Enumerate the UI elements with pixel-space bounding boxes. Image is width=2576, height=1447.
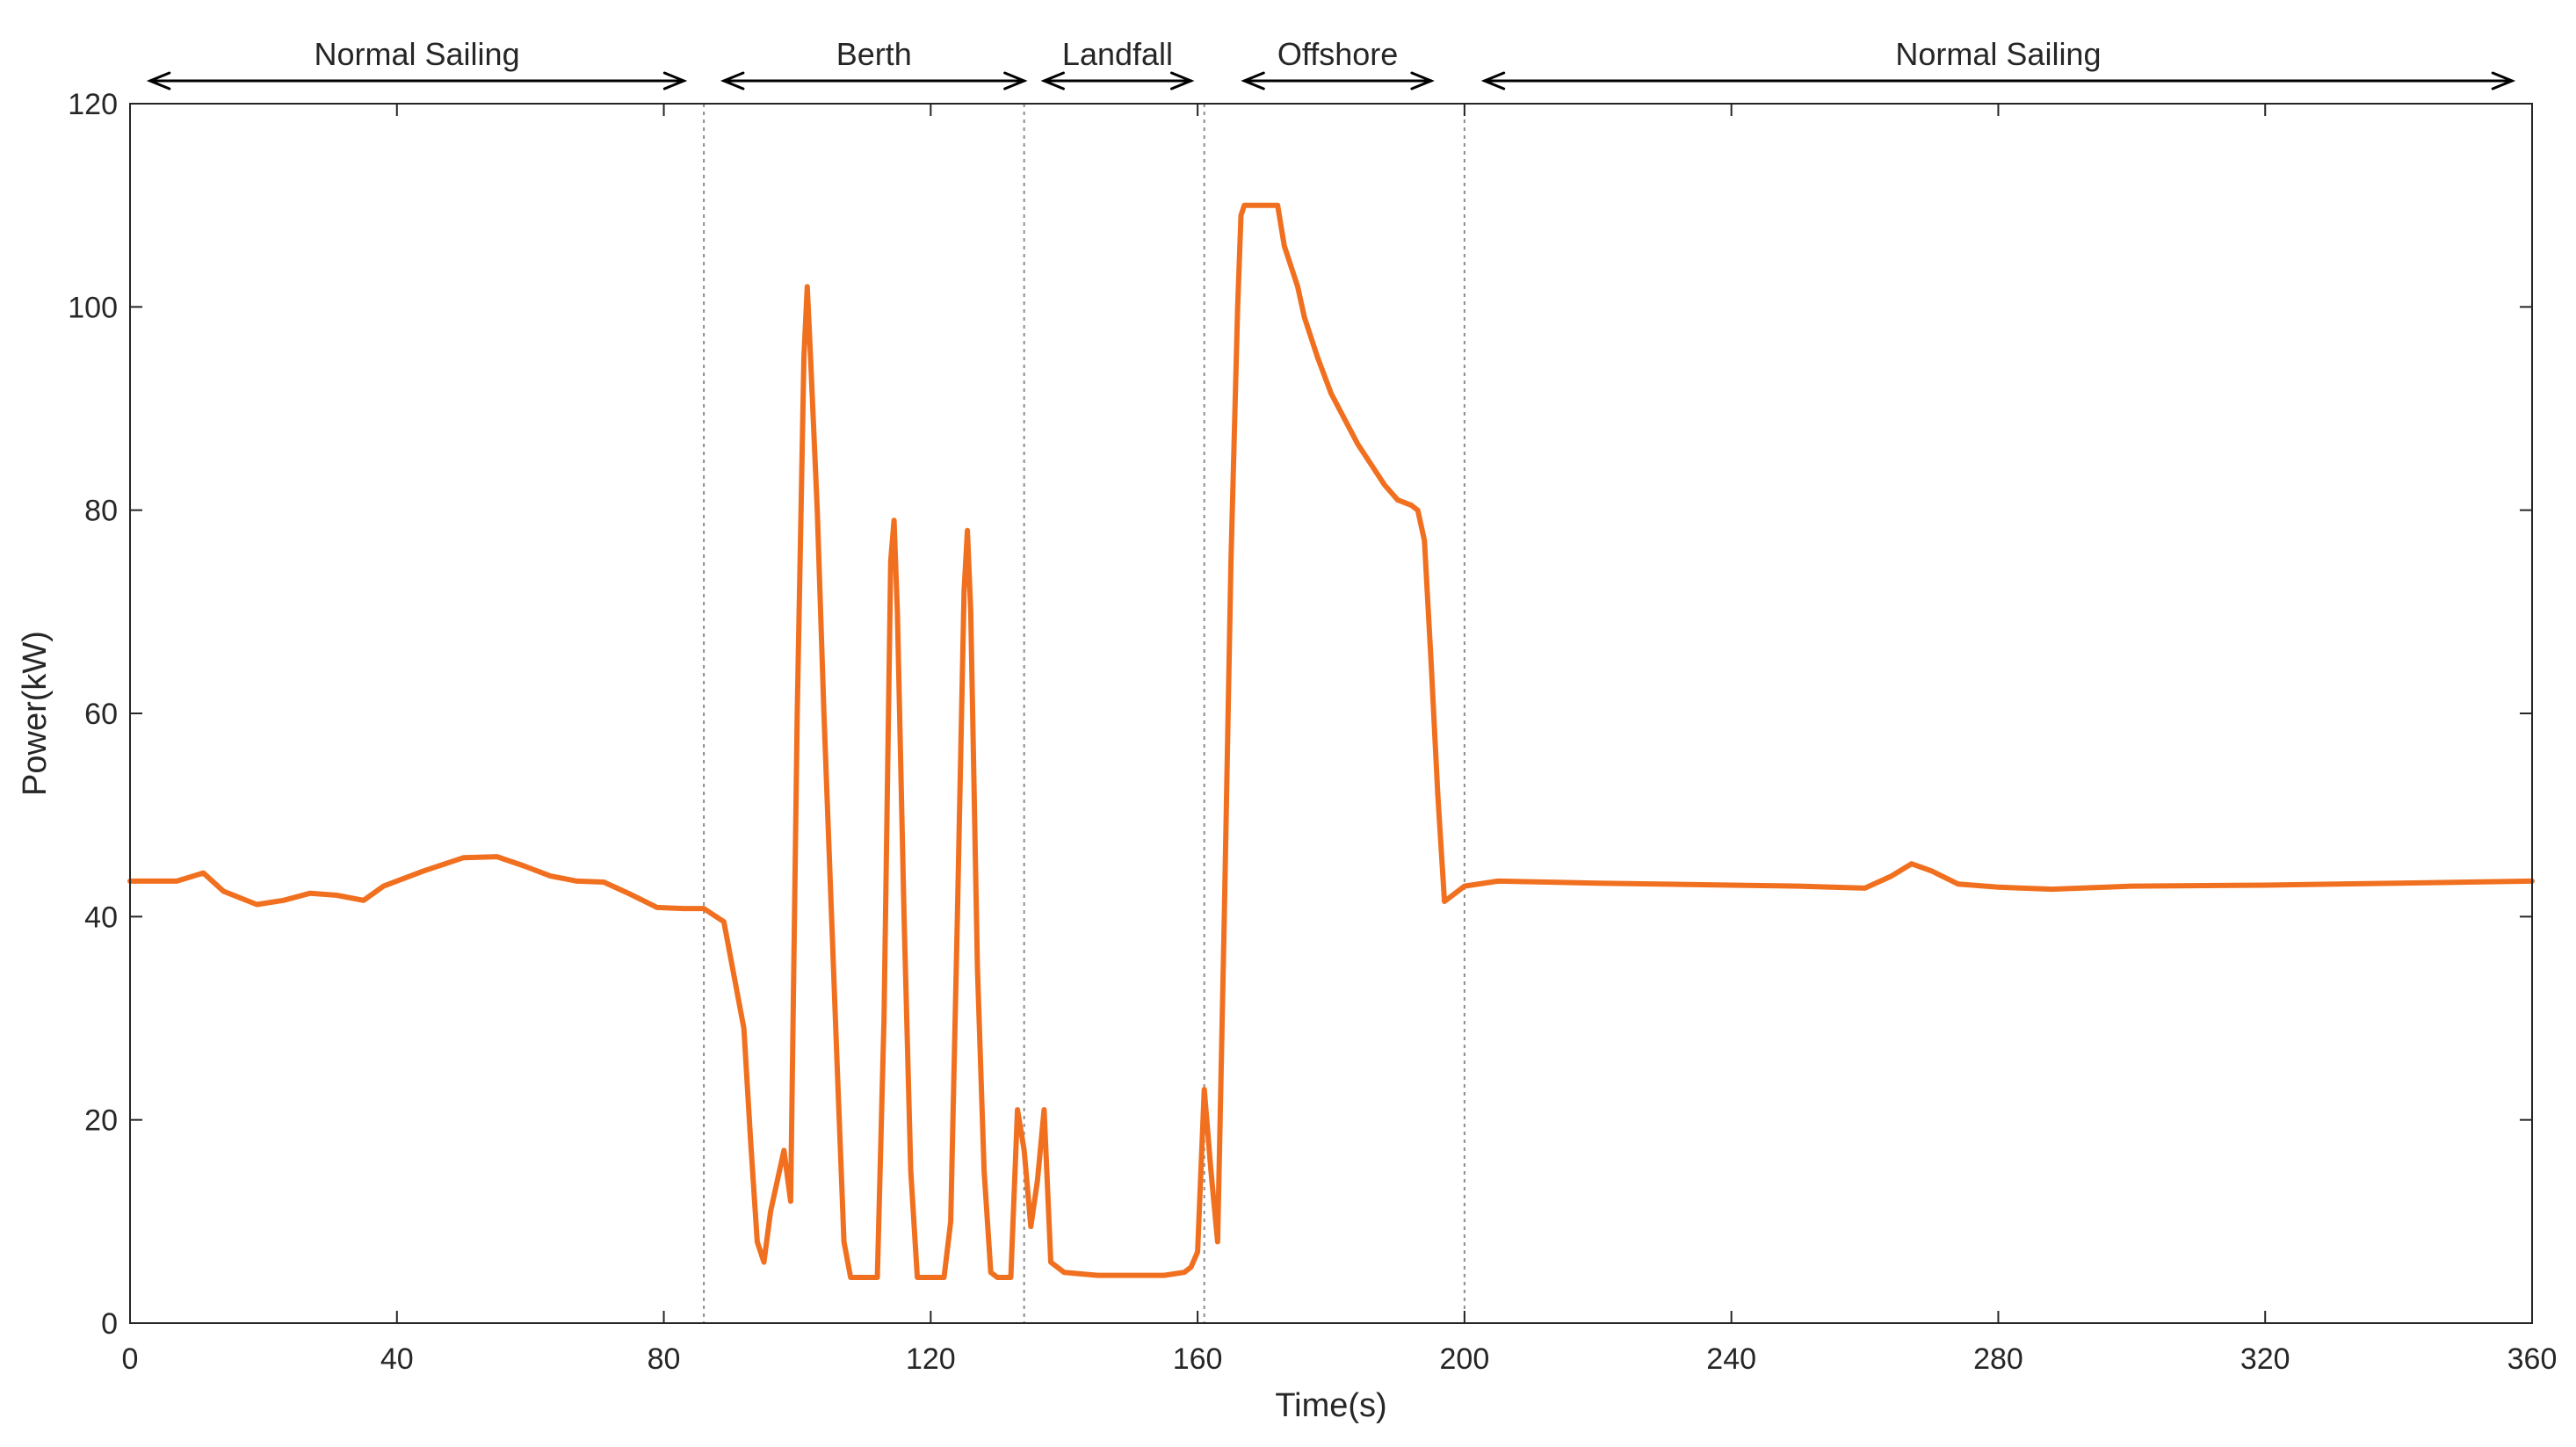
y-tick-label: 0 <box>101 1307 118 1341</box>
y-tick-label: 40 <box>84 901 118 934</box>
phase-arrowhead-left <box>1040 71 1065 90</box>
y-tick-label: 20 <box>84 1104 118 1138</box>
phase-arrowhead-left <box>720 71 745 90</box>
x-tick-label: 0 <box>122 1342 139 1376</box>
phase-label: Normal Sailing <box>1895 36 2101 72</box>
phase-arrowhead-right <box>1170 71 1195 90</box>
x-tick-label: 160 <box>1173 1342 1223 1376</box>
x-tick-label: 120 <box>906 1342 956 1376</box>
phase-label: Landfall <box>1062 36 1173 72</box>
phase-arrowhead-right <box>2491 71 2516 90</box>
series-layer <box>127 202 2535 1280</box>
phase-dividers <box>703 104 1465 1323</box>
y-tick-label: 60 <box>84 698 118 731</box>
phase-annotation: Normal Sailing <box>146 36 688 90</box>
x-tick-label: 80 <box>648 1342 681 1376</box>
phase-annotations: Normal Sailing Berth Landfall Offshore Norma… <box>146 36 2516 90</box>
phase-arrowhead-left <box>146 71 171 90</box>
x-tick-label: 280 <box>1973 1342 2023 1376</box>
phase-arrowhead-left <box>1241 71 1265 90</box>
phase-label: Normal Sailing <box>315 36 520 72</box>
x-tick-label: 320 <box>2240 1342 2290 1376</box>
phase-annotation: Offshore <box>1241 36 1435 90</box>
phase-arrowhead-right <box>662 71 688 90</box>
x-tick-label: 360 <box>2507 1342 2558 1376</box>
phase-arrowhead-right <box>1003 71 1028 90</box>
x-tick-label: 200 <box>1440 1342 1490 1376</box>
phase-arrowhead-right <box>1410 71 1435 90</box>
y-tick-label: 80 <box>84 495 118 528</box>
phase-annotation: Berth <box>720 36 1028 90</box>
phase-label: Offshore <box>1277 36 1398 72</box>
x-tick-label: 240 <box>1706 1342 1756 1376</box>
phase-label: Berth <box>836 36 912 72</box>
axis-ticks: 0 40 80 120 160 200 240 280 320 360 0 20 40 60 80 100 12… <box>68 88 2557 1376</box>
phase-annotation: Landfall <box>1040 36 1195 90</box>
x-axis-label: Time(s) <box>1275 1387 1386 1424</box>
x-tick-label: 40 <box>380 1342 414 1376</box>
y-tick-label: 120 <box>68 88 118 121</box>
y-tick-label: 100 <box>68 291 118 324</box>
power-series-line <box>127 202 2535 1280</box>
y-axis-label: Power(kW) <box>17 631 54 796</box>
phase-arrowhead-left <box>1480 71 1506 90</box>
phase-annotation: Normal Sailing <box>1480 36 2516 90</box>
